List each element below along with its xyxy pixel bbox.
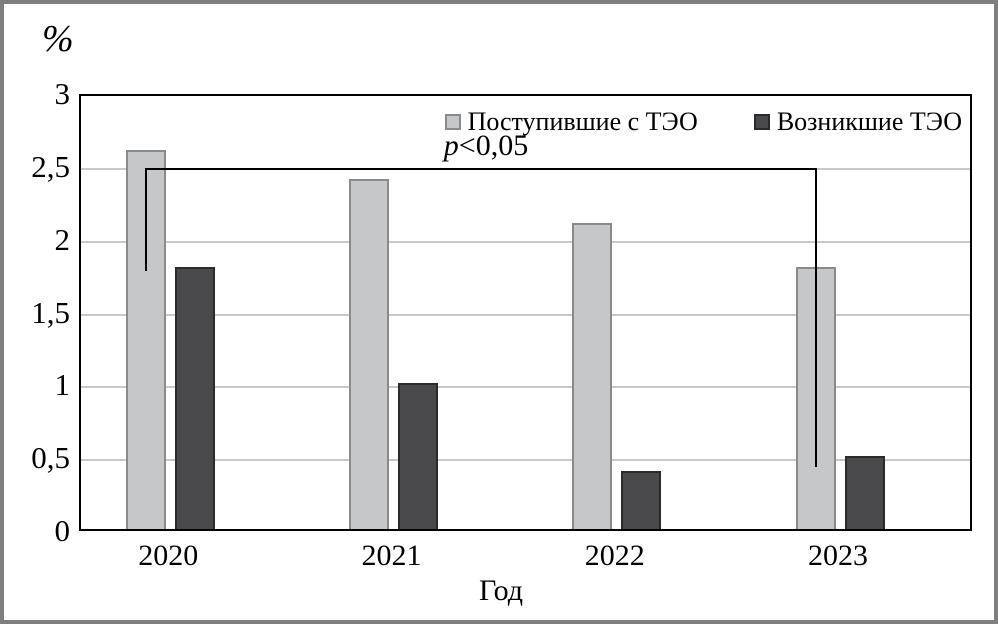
y-tick-label: 2,5 bbox=[31, 148, 70, 184]
bracket-horizontal bbox=[144, 167, 817, 170]
bar-2023-series1 bbox=[844, 456, 885, 529]
y-axis-title: % bbox=[42, 18, 74, 60]
legend-label-arisen: Возникшие ТЭО bbox=[776, 107, 962, 136]
y-tick-label: 2 bbox=[54, 221, 71, 257]
bar-2021-series1 bbox=[398, 383, 439, 529]
gridline bbox=[81, 459, 970, 462]
legend: Поступившие с ТЭО Возникшие ТЭО bbox=[444, 107, 962, 137]
legend-item-received: Поступившие с ТЭО bbox=[444, 107, 698, 137]
legend-swatch-received-icon bbox=[444, 114, 461, 130]
x-tick-label: 2020 bbox=[138, 539, 199, 572]
y-tick-label: 0,5 bbox=[31, 440, 70, 476]
bar-2021-series0 bbox=[349, 179, 390, 529]
p-value-text: <0,05 bbox=[458, 128, 529, 162]
y-tick-label: 0 bbox=[54, 513, 71, 548]
y-tick-label: 1 bbox=[54, 367, 71, 403]
legend-label-received: Поступившие с ТЭО bbox=[467, 107, 698, 136]
x-tick-label: 2022 bbox=[584, 539, 645, 572]
x-tick-label: 2023 bbox=[808, 539, 869, 572]
p-symbol: p bbox=[443, 128, 459, 162]
gridline bbox=[81, 240, 970, 243]
x-tick-label: 2021 bbox=[361, 539, 422, 572]
p-value-annotation: p<0,05 bbox=[443, 128, 529, 162]
bar-2020-series1 bbox=[174, 266, 215, 529]
bracket-right-drop bbox=[814, 168, 817, 468]
bracket-left-drop bbox=[144, 168, 147, 271]
y-tick-label: 1,5 bbox=[31, 294, 70, 330]
gridline bbox=[81, 386, 970, 389]
bar-2022-series1 bbox=[621, 470, 662, 529]
bar-2020-series0 bbox=[125, 150, 166, 529]
legend-item-arisen: Возникшие ТЭО bbox=[753, 107, 962, 137]
plot-area: p<0,05 Поступившие с ТЭО Возникшие ТЭО bbox=[79, 94, 972, 531]
bar-2022-series0 bbox=[572, 223, 613, 529]
gridline bbox=[81, 313, 970, 316]
legend-swatch-arisen-icon bbox=[753, 114, 770, 130]
x-axis-title: Год bbox=[478, 574, 524, 607]
y-tick-label: 3 bbox=[54, 76, 71, 111]
